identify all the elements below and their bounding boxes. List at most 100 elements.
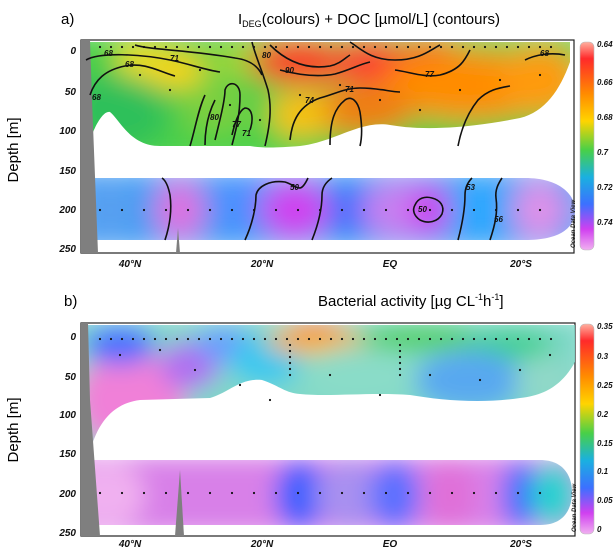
sampling-station-dot	[98, 337, 102, 341]
sampling-station-dot	[494, 337, 498, 341]
sampling-station-dot	[549, 45, 553, 49]
sampling-station-dot	[238, 383, 242, 387]
contour-line	[85, 53, 221, 73]
sampling-station-dot	[274, 491, 278, 495]
sampling-station-dot	[296, 208, 300, 212]
sampling-station-dot	[175, 45, 179, 49]
sampling-station-dot	[516, 45, 520, 49]
sampling-station-dot	[461, 337, 465, 341]
sampling-station-dot	[186, 491, 190, 495]
contour-line	[189, 94, 206, 147]
contour-line	[279, 61, 371, 77]
sampling-station-dot	[378, 98, 382, 102]
sampling-station-dot	[527, 45, 531, 49]
sampling-station-dot	[351, 337, 355, 341]
panel-a-land-mask-ridge	[176, 228, 180, 253]
sampling-station-dot	[175, 337, 179, 341]
panel-a-y-axis-label: Depth [m]	[5, 117, 22, 182]
contour-line	[134, 44, 263, 76]
sampling-station-dot	[428, 208, 432, 212]
sampling-station-dot	[288, 367, 292, 371]
sampling-station-dot	[198, 68, 202, 72]
panel-a-title: IDEG(colours) + DOC [µmol/L] (contours)	[238, 11, 500, 29]
sampling-station-dot	[439, 337, 443, 341]
contour-label: 68	[92, 93, 101, 102]
sampling-station-dot	[296, 491, 300, 495]
panel-b-title: Bacterial activity [µg CL-1h-1]	[318, 292, 504, 310]
sampling-station-dot	[418, 108, 422, 112]
contour-line	[457, 85, 511, 147]
sampling-station-dot	[516, 491, 520, 495]
sampling-station-dot	[230, 45, 234, 49]
sampling-station-dot	[406, 45, 410, 49]
sampling-station-dot	[285, 45, 289, 49]
contour-line	[214, 82, 241, 146]
sampling-station-dot	[472, 491, 476, 495]
sampling-station-dot	[298, 93, 302, 97]
contour-line	[244, 177, 309, 241]
sampling-station-dot	[518, 368, 522, 372]
sampling-station-dot	[120, 337, 124, 341]
sampling-station-dot	[219, 337, 223, 341]
sampling-station-dot	[516, 208, 520, 212]
sampling-station-dot	[472, 45, 476, 49]
sampling-station-dot	[450, 337, 454, 341]
sampling-station-dot	[483, 45, 487, 49]
sampling-station-dot	[186, 45, 190, 49]
x-tick-label: 20°S	[509, 259, 532, 270]
panel-b-x-ticks: 40°N 20°N EQ 20°S	[118, 539, 532, 547]
sampling-station-dot	[263, 337, 267, 341]
panel-a-sampling-stations	[98, 45, 553, 212]
sampling-station-dot	[142, 208, 146, 212]
sampling-station-dot	[158, 348, 162, 352]
sampling-station-dot	[318, 337, 322, 341]
sampling-station-dot	[285, 337, 289, 341]
sampling-station-dot	[241, 45, 245, 49]
sampling-station-dot	[288, 355, 292, 359]
sampling-station-dot	[274, 208, 278, 212]
contour-label: 77	[425, 70, 434, 79]
panel-a: a) IDEG(colours) + DOC [µmol/L] (contour…	[5, 11, 613, 270]
colorbar-tick: 0.15	[597, 439, 613, 448]
sampling-station-dot	[268, 398, 272, 402]
contour-line	[311, 177, 333, 241]
x-tick-label: EQ	[383, 539, 398, 547]
colorbar-tick: 0.3	[597, 352, 609, 361]
sampling-station-dot	[494, 45, 498, 49]
panel-a-letter: a)	[61, 11, 74, 28]
y-tick-label: 50	[65, 372, 77, 383]
x-tick-label: 40°N	[118, 259, 142, 270]
sampling-station-dot	[230, 337, 234, 341]
sampling-station-dot	[378, 393, 382, 397]
sampling-station-dot	[362, 45, 366, 49]
sampling-station-dot	[208, 491, 212, 495]
contour-label: 68	[104, 49, 113, 58]
sampling-station-dot	[549, 337, 553, 341]
sampling-station-dot	[274, 45, 278, 49]
panel-a-watermark: Ocean Data View	[571, 200, 577, 248]
colorbar-tick: 0.2	[597, 410, 609, 419]
sampling-station-dot	[472, 337, 476, 341]
contour-label: 68	[540, 49, 549, 58]
sampling-station-dot	[538, 491, 542, 495]
panel-a-colorbar	[579, 41, 595, 251]
sampling-station-dot	[186, 208, 190, 212]
panel-b-land-mask-ridge	[175, 470, 184, 536]
contour-line	[251, 41, 271, 147]
sampling-station-dot	[494, 208, 498, 212]
sampling-station-dot	[164, 491, 168, 495]
sampling-station-dot	[252, 45, 256, 49]
sampling-station-dot	[263, 45, 267, 49]
sampling-station-dot	[288, 361, 292, 365]
x-tick-label: 20°N	[250, 259, 274, 270]
x-tick-label: 20°N	[250, 539, 274, 547]
sampling-station-dot	[318, 45, 322, 49]
sampling-station-dot	[153, 45, 157, 49]
sampling-station-dot	[450, 45, 454, 49]
y-tick-label: 250	[58, 528, 76, 539]
sampling-station-dot	[307, 337, 311, 341]
sampling-station-dot	[288, 343, 292, 347]
contour-label: 50	[290, 183, 299, 192]
sampling-station-dot	[406, 491, 410, 495]
sampling-station-dot	[538, 73, 542, 77]
